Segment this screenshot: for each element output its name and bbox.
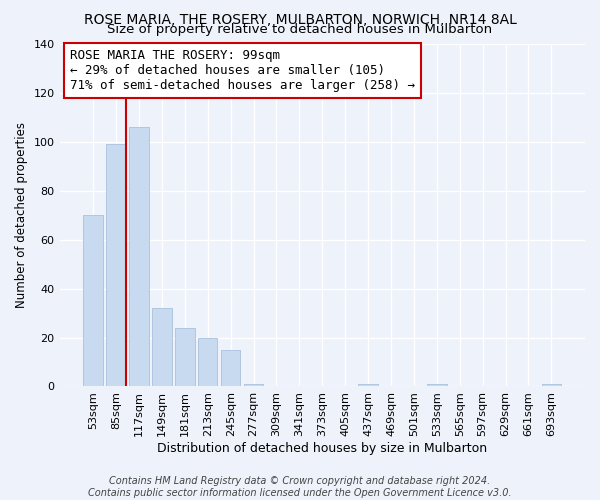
Bar	[244, 384, 263, 386]
Bar	[83, 215, 103, 386]
Bar	[152, 308, 172, 386]
Bar	[106, 144, 126, 386]
Text: ROSE MARIA, THE ROSERY, MULBARTON, NORWICH, NR14 8AL: ROSE MARIA, THE ROSERY, MULBARTON, NORWI…	[83, 12, 517, 26]
Y-axis label: Number of detached properties: Number of detached properties	[15, 122, 28, 308]
Text: Contains HM Land Registry data © Crown copyright and database right 2024.
Contai: Contains HM Land Registry data © Crown c…	[88, 476, 512, 498]
Text: Size of property relative to detached houses in Mulbarton: Size of property relative to detached ho…	[107, 22, 493, 36]
Bar	[175, 328, 194, 386]
Bar	[358, 384, 378, 386]
Bar	[221, 350, 241, 387]
Bar	[427, 384, 446, 386]
X-axis label: Distribution of detached houses by size in Mulbarton: Distribution of detached houses by size …	[157, 442, 487, 455]
Text: ROSE MARIA THE ROSERY: 99sqm
← 29% of detached houses are smaller (105)
71% of s: ROSE MARIA THE ROSERY: 99sqm ← 29% of de…	[70, 49, 415, 92]
Bar	[198, 338, 217, 386]
Bar	[129, 127, 149, 386]
Bar	[542, 384, 561, 386]
